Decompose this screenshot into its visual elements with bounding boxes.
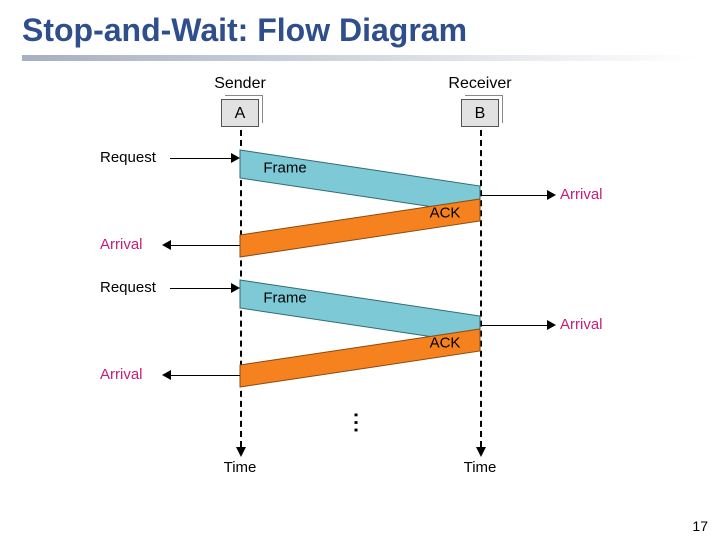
event-arrow-line — [170, 158, 231, 159]
title-underline — [22, 55, 698, 61]
event-request: Request — [100, 149, 156, 166]
arrow-left-icon — [162, 370, 171, 380]
time-label-left: Time — [224, 459, 257, 476]
event-arrival: Arrival — [560, 186, 603, 203]
event-arrow-line — [482, 325, 547, 326]
receiver-timeline — [480, 130, 482, 447]
flow-diagram: Sender Receiver A B FrameACKFrameACK Req… — [80, 75, 640, 485]
arrow-left-icon — [162, 240, 171, 250]
arrow-right-icon — [547, 190, 556, 200]
event-arrow-line — [171, 245, 240, 246]
ellipsis-dots: ... — [349, 412, 372, 435]
time-label-right: Time — [464, 459, 497, 476]
page-title: Stop-and-Wait: Flow Diagram — [0, 0, 720, 49]
event-arrival: Arrival — [100, 366, 143, 383]
event-arrival: Arrival — [100, 236, 143, 253]
event-arrow-line — [170, 288, 231, 289]
ack-label: ACK — [430, 335, 461, 352]
event-arrival: Arrival — [560, 316, 603, 333]
arrow-right-icon — [231, 283, 240, 293]
page-number: 17 — [692, 518, 708, 534]
arrow-right-icon — [231, 153, 240, 163]
event-request: Request — [100, 279, 156, 296]
arrow-right-icon — [547, 320, 556, 330]
event-arrow-line — [171, 375, 240, 376]
event-arrow-line — [482, 195, 547, 196]
